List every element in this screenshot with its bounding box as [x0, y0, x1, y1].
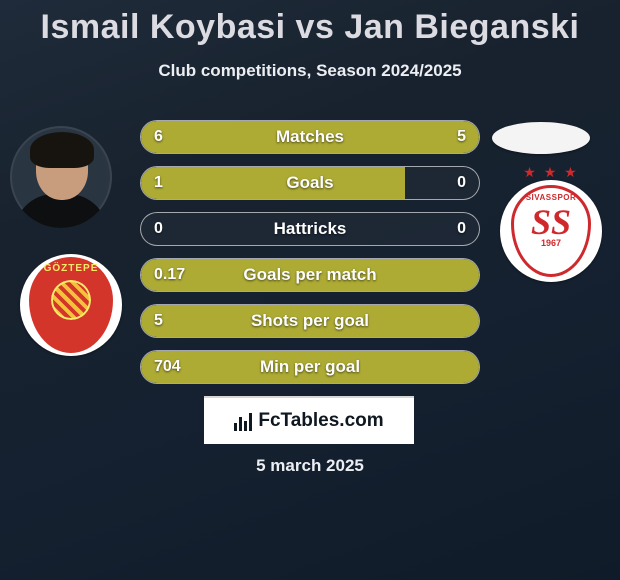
stat-value-left: 6 [154, 120, 163, 154]
stat-label: Shots per goal [140, 304, 480, 338]
club-badge-right: ★ ★ ★ SIVASSPOR SS 1967 [500, 180, 602, 282]
stat-value-right: 0 [457, 212, 466, 246]
stat-label: Goals per match [140, 258, 480, 292]
stat-row: Matches6 5 [140, 120, 480, 154]
stat-value-left: 0.17 [154, 258, 185, 292]
stat-value-left: 1 [154, 166, 163, 200]
player-2-avatar-placeholder [492, 122, 590, 154]
stats-zone: Matches65Goals10Hattricks00Goals per mat… [140, 120, 480, 396]
stat-row: Min per goal704 [140, 350, 480, 384]
club-badge-right-text: SIVASSPOR [526, 193, 577, 202]
stat-label: Matches [140, 120, 480, 154]
page-title: Ismail Koybasi vs Jan Bieganski [0, 0, 620, 47]
subtitle: Club competitions, Season 2024/2025 [0, 61, 620, 81]
club-badge-right-year: 1967 [541, 238, 561, 248]
watermark-bars-icon [234, 411, 252, 431]
stat-label: Min per goal [140, 350, 480, 384]
watermark-box: FcTables.com [204, 396, 414, 444]
stat-row: Goals1 0 [140, 166, 480, 200]
club-badge-right-monogram: SS [531, 204, 571, 240]
stat-value-left: 0 [154, 212, 163, 246]
club-badge-left-text: GÖZTEPE [44, 263, 99, 274]
stat-value-left: 704 [154, 350, 181, 384]
stat-label: Hattricks [140, 212, 480, 246]
stat-row: Goals per match0.17 [140, 258, 480, 292]
player-1-avatar [10, 126, 112, 228]
infographic-root: Ismail Koybasi vs Jan Bieganski Club com… [0, 0, 620, 580]
stat-row: Shots per goal5 [140, 304, 480, 338]
stat-label: Goals [140, 166, 480, 200]
stat-row: Hattricks0 0 [140, 212, 480, 246]
stat-value-left: 5 [154, 304, 163, 338]
date-text: 5 march 2025 [0, 456, 620, 476]
stat-value-right: 5 [457, 120, 466, 154]
club-badge-left: GÖZTEPE [20, 254, 122, 356]
club-badge-right-stars-icon: ★ ★ ★ [500, 164, 602, 181]
stat-value-right: 0 [457, 166, 466, 200]
club-badge-left-ball-icon [51, 280, 91, 320]
watermark-text: FcTables.com [258, 410, 383, 432]
